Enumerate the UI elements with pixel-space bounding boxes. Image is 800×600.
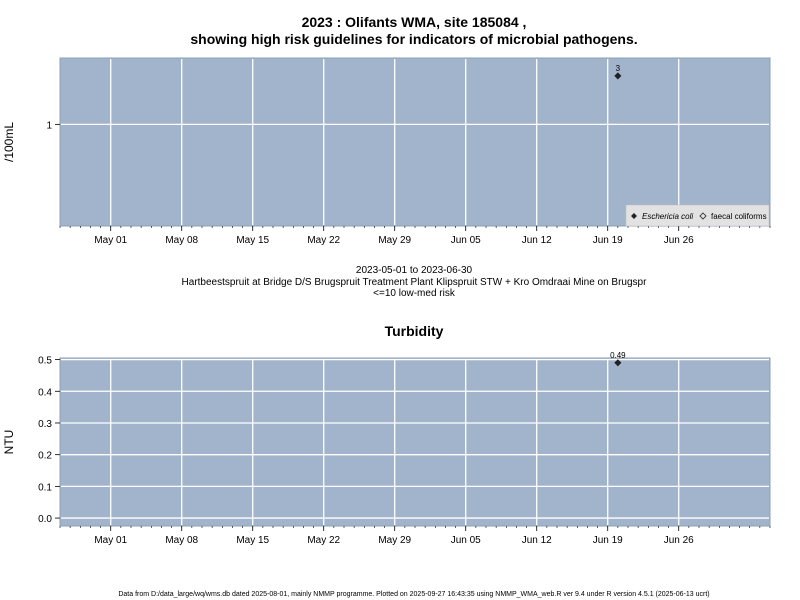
chart1-grid [61,59,769,225]
chart2-x-axis: May 01 May 08 May 15 May 22 May 29 Jun 05 Jun … [59,526,771,546]
chart2-data-point [614,359,622,367]
chart1-x-tick-label: Jun 12 [522,235,552,246]
chart1-data-point [614,72,622,80]
chart1-title-line1: 2023 : Olifants WMA, site 185084 , [302,14,527,30]
chart2-x-tick-label: Jun 05 [451,535,481,546]
chart1-x-axis: May 01 May 08 May 15 May 22 May 29 Jun 05 Jun … [59,226,771,246]
chart1-x-tick-label: May 22 [307,235,340,246]
chart2-y-tick-label: 0.3 [38,419,52,430]
chart1-risk-note: <=10 low-med risk [373,288,456,299]
chart2-title: Turbidity [385,323,444,339]
chart2-x-tick-label: May 15 [236,535,269,546]
chart2-x-tick-label: Jun 26 [664,535,694,546]
footer-note: Data from D:/data_large/wq/wms.db dated … [118,591,709,598]
chart1-x-tick-label: May 29 [378,235,411,246]
chart1-y-axis: 1 [46,120,60,131]
chart2-x-tick-label: May 01 [94,535,127,546]
chart2-y-tick-label: 0.2 [38,451,52,462]
chart1-date-range: 2023-05-01 to 2023-06-30 [356,265,473,276]
chart1-x-tick-label: May 15 [236,235,269,246]
chart2-y-tick-label: 0.1 [38,482,52,493]
chart1-x-tick-label: Jun 05 [451,235,481,246]
chart1-points: 3 [614,64,622,80]
chart2-y-tick-label: 0.0 [38,514,52,525]
chart2-grid [61,358,769,525]
legend-marker-ecoli [631,213,637,219]
chart2-x-tick-label: May 22 [307,535,340,546]
legend-marker-faecal [699,212,707,220]
chart1-data-label: 3 [616,64,621,73]
chart2-y-tick-label: 0.5 [38,356,52,367]
chart1-site-description: Hartbeestspruit at Bridge D/S Brugspruit… [182,277,648,288]
chart1-legend: Eschericia coli faecal coliforms [625,204,770,227]
chart1-y-tick-label: 1 [46,120,52,131]
legend-label-ecoli: Eschericia coli [642,212,693,221]
chart2-x-tick-label: Jun 19 [593,535,623,546]
chart2-y-axis: 0.0 0.1 0.2 0.3 0.4 0.5 [38,356,60,525]
chart1-plot-background [59,57,771,227]
chart2-data-label: 0.49 [610,351,626,360]
chart2-y-axis-label: NTU [2,430,16,455]
legend-label-faecal: faecal coliforms [711,212,767,221]
chart2-panel: May 01 May 08 May 15 May 22 May 29 Jun 05 Jun … [2,351,771,546]
chart1-x-tick-label: Jun 19 [593,235,623,246]
chart1-x-tick-label: Jun 26 [664,235,694,246]
chart2-points: 0.49 [610,351,626,367]
legend-box [625,204,770,227]
chart2-y-tick-label: 0.4 [38,387,52,398]
chart2-x-tick-label: May 08 [165,535,198,546]
chart1-title-line2: showing high risk guidelines for indicat… [190,31,637,47]
chart2-x-tick-label: Jun 12 [522,535,552,546]
chart2-plot-background [59,357,771,527]
chart1-x-tick-label: May 01 [94,235,127,246]
chart1-panel: May 01 May 08 May 15 May 22 May 29 Jun 05 Jun … [2,57,771,246]
chart2-x-tick-label: May 29 [378,535,411,546]
chart1-y-axis-label: /100mL [2,122,16,162]
chart1-x-tick-label: May 08 [165,235,198,246]
